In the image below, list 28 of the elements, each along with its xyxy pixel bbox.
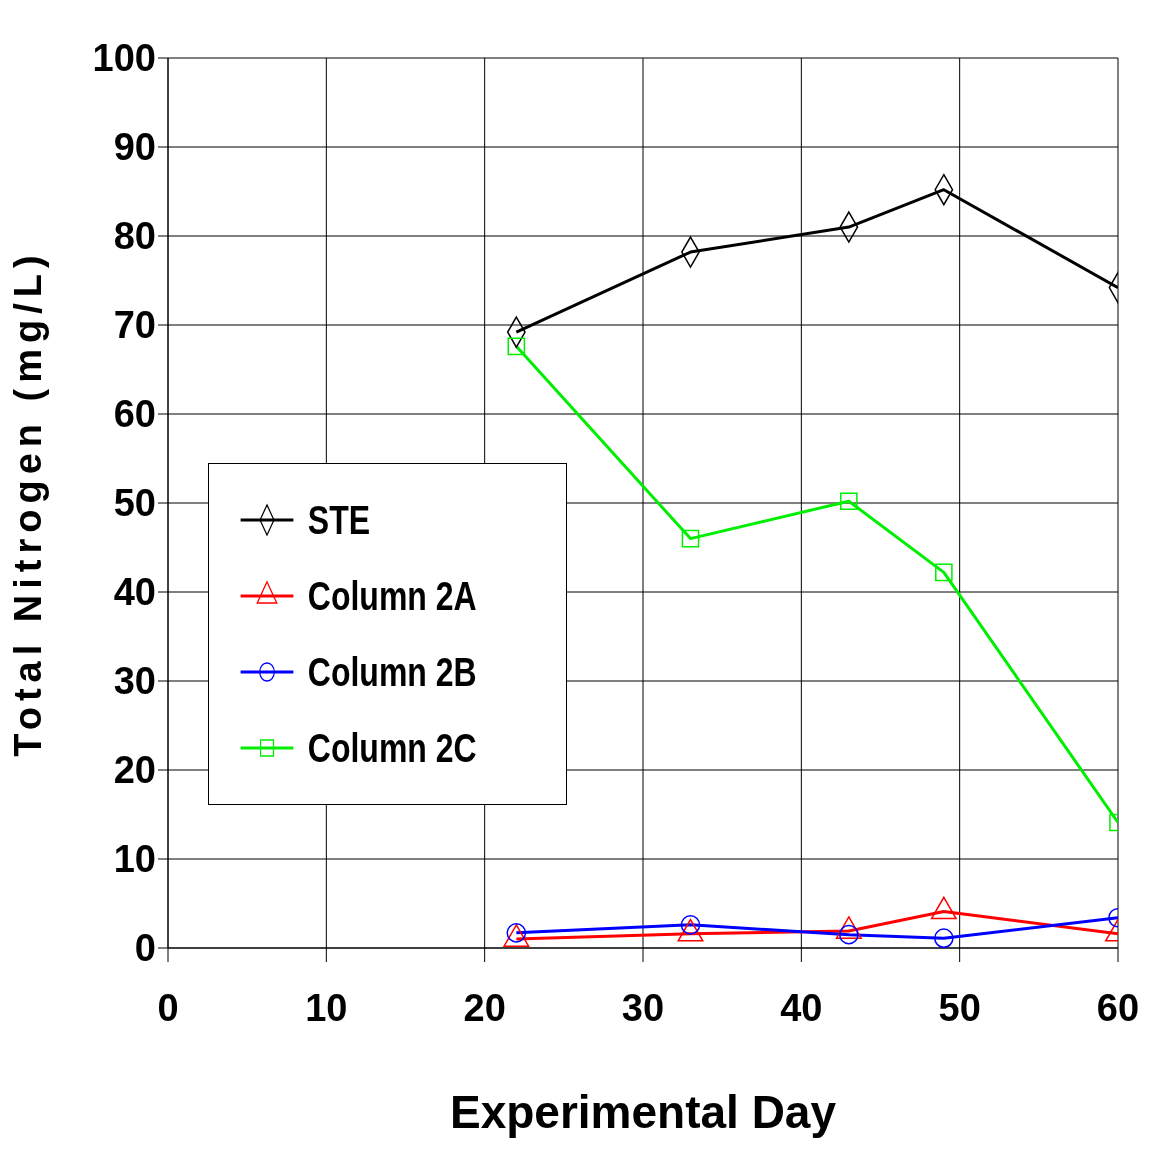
x-tick-label: 60 xyxy=(1096,986,1140,1029)
point xyxy=(681,529,700,548)
y-tick-label: 100 xyxy=(92,37,156,80)
y-tick-label: 20 xyxy=(113,749,156,792)
y-tick-label: 10 xyxy=(113,838,156,881)
y-tick-label: 60 xyxy=(113,393,156,436)
point xyxy=(507,337,526,356)
point xyxy=(935,563,953,582)
y-tick-label: 80 xyxy=(113,215,156,258)
y-axis-title: Total Nitrogen (mg/L) xyxy=(7,249,50,757)
x-tick-label: 40 xyxy=(780,986,823,1029)
legend-label: STE xyxy=(307,497,371,543)
point xyxy=(840,492,858,511)
y-tick-label: 30 xyxy=(113,660,156,703)
x-tick-label: 50 xyxy=(938,986,981,1029)
y-tick-label: 70 xyxy=(113,304,156,347)
legend-label: Column 2A xyxy=(307,573,477,619)
x-tick-label: 10 xyxy=(305,986,348,1029)
legend-label: Column 2B xyxy=(307,649,477,695)
x-axis-title: Experimental Day xyxy=(449,1086,837,1138)
x-tick-label: 30 xyxy=(621,986,665,1029)
y-tick-label: 90 xyxy=(113,126,156,169)
y-tick-label: 50 xyxy=(113,482,156,525)
legend-label: Column 2C xyxy=(307,725,477,771)
x-tick-label: 20 xyxy=(463,986,506,1029)
y-tick-label: 0 xyxy=(134,927,156,970)
y-tick-label: 40 xyxy=(113,571,156,614)
point xyxy=(933,928,954,948)
